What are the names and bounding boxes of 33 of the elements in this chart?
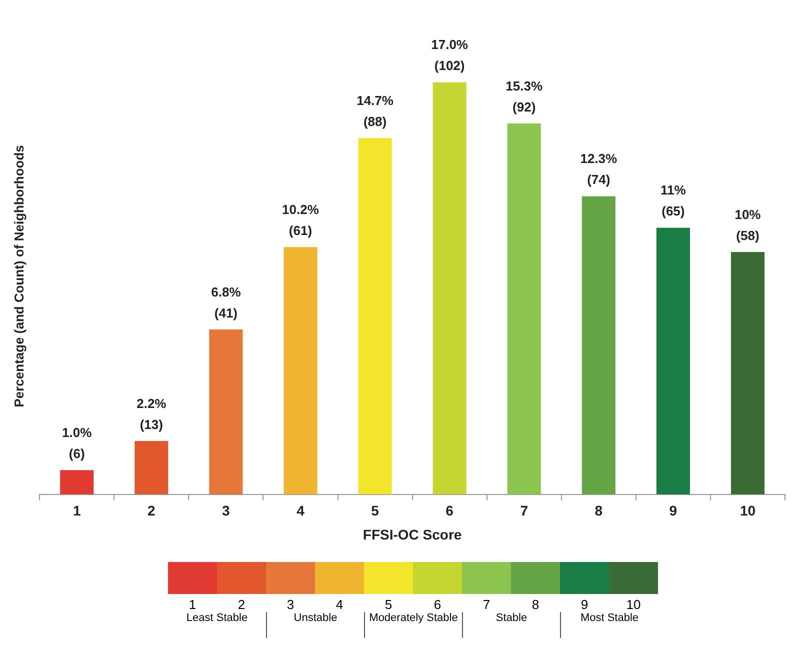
- bar: [507, 123, 541, 494]
- x-tick-label: 8: [594, 502, 603, 519]
- bar: [134, 441, 168, 494]
- data-label: 15.3% (92): [506, 78, 543, 114]
- x-tick-label: 3: [222, 502, 230, 519]
- data-label: 10% (58): [734, 206, 762, 243]
- data-label: 1.0% (6): [62, 425, 92, 462]
- bar: [209, 330, 243, 494]
- bar: [730, 252, 764, 494]
- data-label: 6.8% (41): [211, 284, 242, 321]
- bar: [284, 247, 318, 494]
- x-tick-label: 5: [371, 502, 380, 519]
- x-tick-label: 9: [669, 502, 678, 519]
- bar: [582, 196, 616, 494]
- x-tick-label: 6: [446, 502, 454, 519]
- data-label: 2.2% (13): [136, 396, 167, 432]
- x-tick-label: 4: [296, 502, 305, 519]
- x-tick-label: 1: [72, 502, 81, 519]
- data-label: 11% (65): [660, 182, 686, 219]
- y-axis-title: Percentage (and Count) of Neighborhoods: [11, 145, 26, 408]
- score-color-key: 1 2 3 4 5 6 7 8 9 10 Least Stable Unstable Moderately Stable Stable Most Stable: [168, 562, 658, 638]
- data-label: 10.2% (61): [282, 202, 320, 238]
- bar: [656, 228, 690, 494]
- data-label: 14.7% (88): [356, 93, 394, 130]
- x-tick-label: 2: [148, 502, 156, 519]
- data-label: 17.0% (102): [431, 37, 468, 74]
- data-label: 12.3% (74): [580, 151, 618, 188]
- bar: [358, 138, 392, 494]
- x-axis-title: FFSI-OC Score: [362, 526, 462, 542]
- x-tick-label: 10: [740, 502, 756, 519]
- bar: [432, 82, 466, 494]
- x-tick-label: 7: [520, 502, 528, 519]
- bar: [60, 470, 94, 494]
